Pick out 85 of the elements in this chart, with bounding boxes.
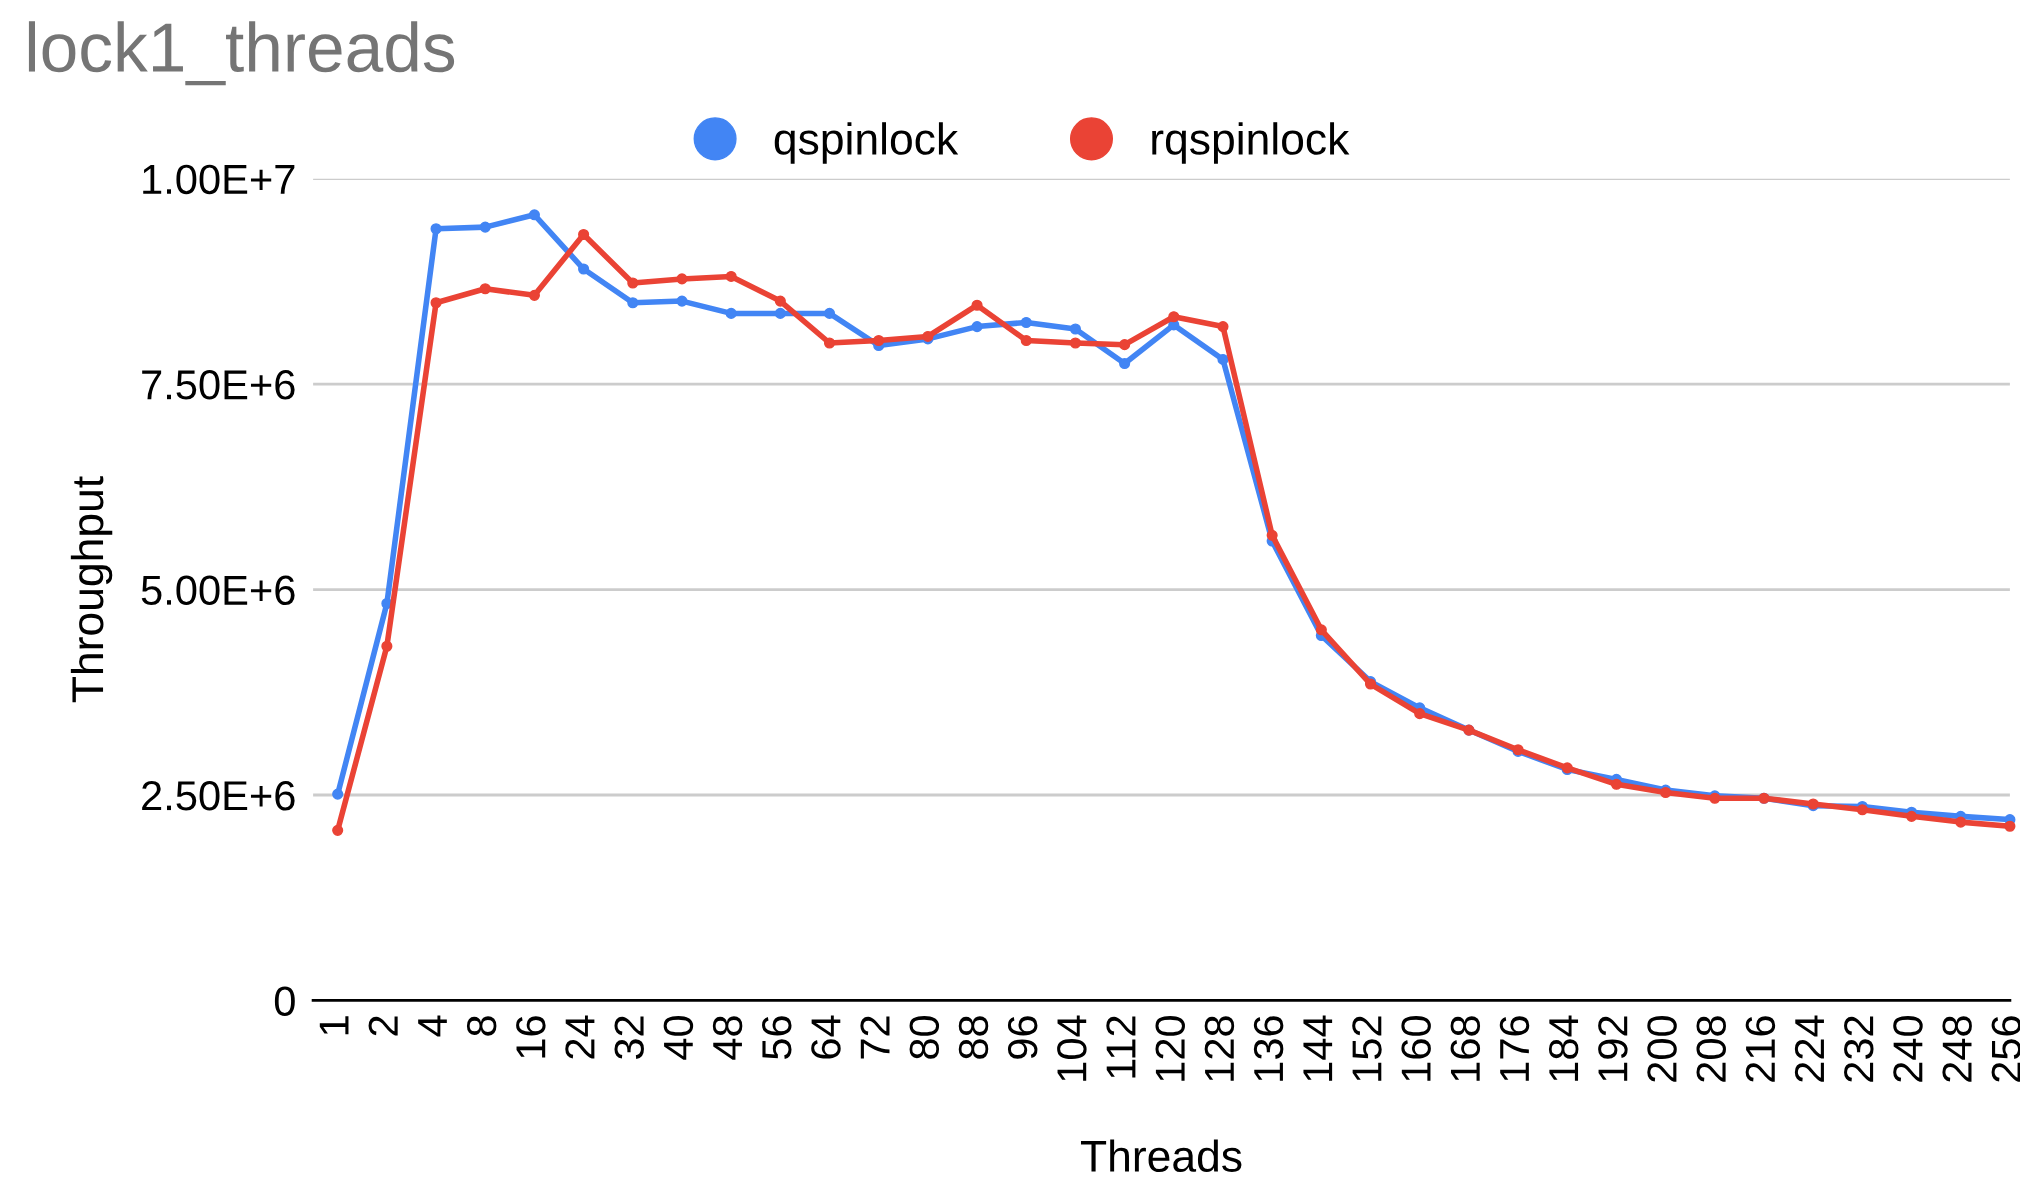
y-tick-label: 7.50E+6 bbox=[142, 370, 295, 400]
x-tick-label: 112 bbox=[1106, 1016, 1136, 1078]
point bbox=[774, 307, 786, 319]
x-tick-label: 4 bbox=[418, 1015, 447, 1037]
x-tick-label: 248 bbox=[1942, 1016, 1972, 1082]
x-tick-label: 24 bbox=[565, 1015, 595, 1059]
x-tick-label: 152 bbox=[1352, 1016, 1382, 1081]
x-tick-label: 48 bbox=[712, 1016, 743, 1060]
x-tick-label: 64 bbox=[811, 1015, 841, 1059]
x-tick-label: 72 bbox=[860, 1016, 890, 1059]
x-tick-label: 176 bbox=[1499, 1016, 1530, 1081]
y-tick-label: 5.00E+6 bbox=[141, 575, 295, 606]
point bbox=[873, 334, 885, 347]
point bbox=[1955, 816, 1967, 828]
point bbox=[627, 277, 639, 289]
point bbox=[1069, 337, 1081, 349]
x-tick-label: 96 bbox=[1007, 1016, 1038, 1059]
x-tick-label: 88 bbox=[958, 1016, 989, 1059]
point bbox=[823, 337, 836, 349]
point bbox=[1905, 810, 1918, 822]
point bbox=[1119, 339, 1131, 351]
legend-label: qspinlock bbox=[774, 122, 959, 164]
x-axis-title: Threads bbox=[1080, 1139, 1242, 1173]
point bbox=[676, 273, 688, 285]
x-tick-label: 144 bbox=[1303, 1015, 1333, 1081]
point bbox=[528, 209, 540, 221]
point bbox=[332, 788, 344, 800]
point bbox=[1610, 778, 1623, 790]
point bbox=[1266, 529, 1278, 541]
x-tick-label: 208 bbox=[1696, 1016, 1726, 1082]
x-tick-label: 80 bbox=[909, 1015, 940, 1059]
x-tick-label: 104 bbox=[1057, 1015, 1087, 1081]
point bbox=[528, 289, 540, 301]
legend-label: rqspinlock bbox=[1152, 122, 1350, 164]
x-tick-label: 192 bbox=[1598, 1016, 1628, 1081]
x-tick-label: 136 bbox=[1253, 1016, 1284, 1081]
point bbox=[1020, 316, 1032, 329]
y-tick-label: 1.00E+7 bbox=[143, 164, 295, 195]
x-tick-label: 120 bbox=[1155, 1015, 1185, 1081]
point bbox=[1069, 323, 1081, 335]
x-tick-label: 240 bbox=[1893, 1015, 1923, 1082]
point bbox=[430, 223, 442, 235]
x-tick-label: 16 bbox=[516, 1016, 546, 1058]
point bbox=[381, 640, 393, 652]
point bbox=[479, 283, 491, 295]
x-tick-label: 224 bbox=[1794, 1015, 1824, 1082]
point bbox=[1020, 334, 1032, 347]
point bbox=[627, 297, 639, 309]
x-tick-label: 2 bbox=[368, 1016, 398, 1036]
point bbox=[1315, 624, 1327, 636]
point bbox=[725, 270, 737, 282]
y-axis-title: Throughput bbox=[70, 476, 113, 703]
x-tick-label: 232 bbox=[1844, 1016, 1874, 1082]
y-tick-label: 2.50E+6 bbox=[142, 781, 295, 811]
x-tick-label: 8 bbox=[466, 1016, 497, 1036]
point bbox=[1168, 311, 1180, 323]
x-tick-label: 184 bbox=[1548, 1015, 1579, 1081]
point bbox=[676, 295, 688, 307]
x-tick-label: 32 bbox=[614, 1016, 644, 1060]
point bbox=[725, 307, 737, 319]
chart-title: lock1_threads bbox=[28, 21, 455, 86]
y-tick-label: 0 bbox=[274, 986, 295, 1016]
point bbox=[971, 299, 983, 311]
point bbox=[971, 321, 983, 333]
point bbox=[1119, 357, 1131, 370]
x-tick-label: 168 bbox=[1450, 1016, 1481, 1081]
point bbox=[1217, 321, 1229, 333]
x-tick-label: 216 bbox=[1745, 1016, 1776, 1082]
point bbox=[774, 295, 786, 307]
x-tick-label: 56 bbox=[762, 1016, 792, 1059]
point bbox=[578, 228, 590, 241]
point bbox=[2004, 820, 2016, 832]
point bbox=[1414, 708, 1426, 720]
point bbox=[823, 307, 836, 319]
x-tick-label: 200 bbox=[1647, 1015, 1677, 1082]
x-tick-label: 128 bbox=[1204, 1016, 1235, 1081]
point bbox=[1217, 353, 1229, 366]
x-tick-label: 40 bbox=[663, 1015, 694, 1060]
point bbox=[430, 297, 442, 309]
x-tick-label: 1 bbox=[319, 1016, 349, 1035]
point bbox=[332, 824, 344, 836]
point bbox=[578, 263, 590, 275]
point bbox=[479, 221, 491, 233]
point bbox=[1856, 804, 1868, 816]
x-tick-label: 160 bbox=[1401, 1015, 1431, 1081]
